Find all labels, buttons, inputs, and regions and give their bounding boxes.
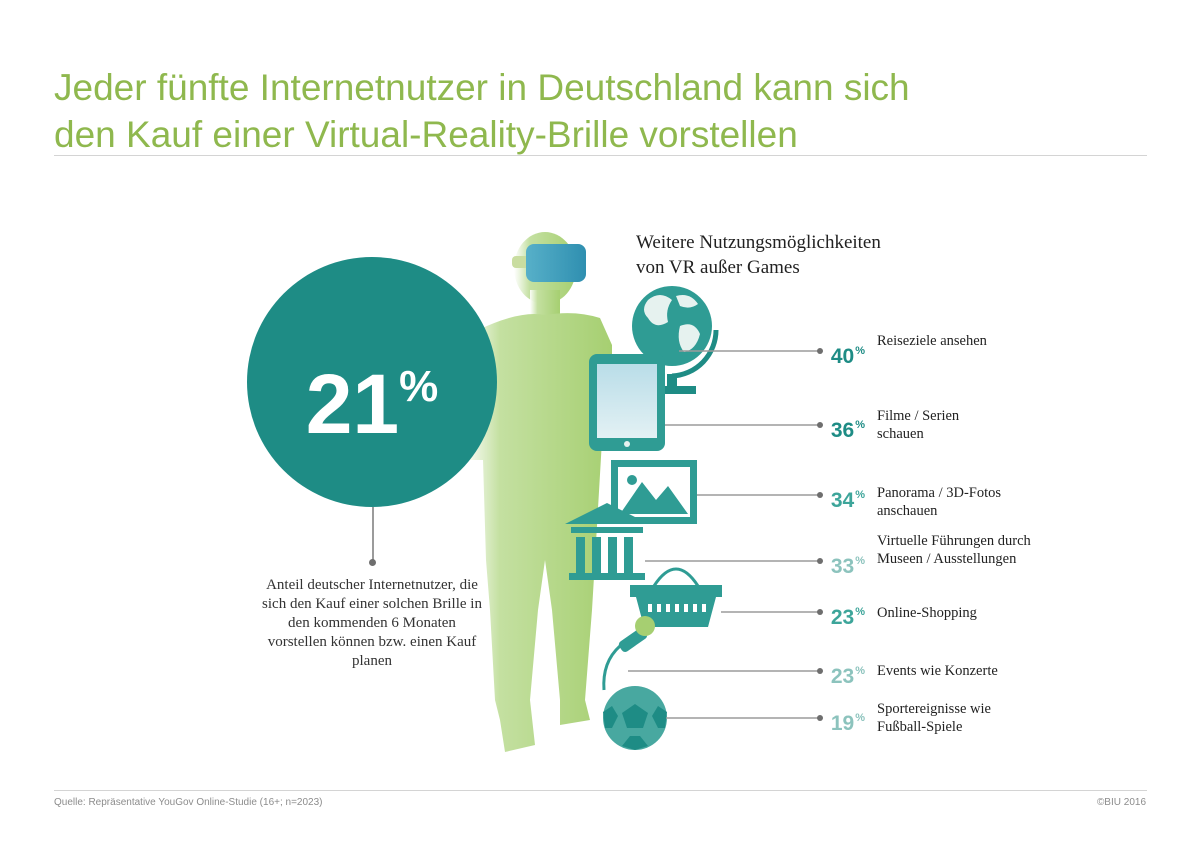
data-unit: % <box>855 489 865 501</box>
data-value: 33 <box>830 555 855 578</box>
football-icon <box>603 686 667 750</box>
data-value: 23 <box>830 606 855 629</box>
category-label: Reiseziele ansehen <box>877 333 987 349</box>
connector-dot <box>817 668 823 674</box>
data-value: 36 <box>830 419 855 442</box>
vr-person-figure <box>462 232 612 752</box>
connector-dot <box>817 492 823 498</box>
globe-icon <box>632 286 719 394</box>
data-label: 34% <box>790 483 865 513</box>
data-value: 23 <box>830 665 855 688</box>
data-value: 19 <box>830 712 855 735</box>
category-label: Sportereignisse wie Fußball-Spiele <box>877 701 991 735</box>
highlight-connector-dot <box>369 559 376 566</box>
connector-dot <box>817 715 823 721</box>
highlight-description: Anteil deutscher Internetnutzer, die sic… <box>262 577 482 669</box>
highlight-number: 21 <box>305 357 400 451</box>
highlight-value: 21% <box>247 345 497 446</box>
data-label: 19% <box>790 706 865 736</box>
highlight-circle: 21% <box>247 257 497 507</box>
data-label: 23% <box>790 600 865 630</box>
connector-dot <box>817 558 823 564</box>
connector-dot <box>817 609 823 615</box>
chart-title: Weitere Nutzungsmöglichkeiten von VR auß… <box>636 230 956 280</box>
copyright: ©BIU 2016 <box>1096 797 1146 808</box>
data-unit: % <box>855 606 865 618</box>
page-title: Jeder fünfte Internetnutzer in Deutschla… <box>54 64 1154 158</box>
data-unit: % <box>855 665 865 677</box>
connector-dot <box>817 422 823 428</box>
data-label: 23% <box>790 659 865 689</box>
source-note: Quelle: Repräsentative YouGov Online-Stu… <box>54 797 323 808</box>
microphone-icon <box>602 616 655 691</box>
vr-headset-icon <box>512 244 586 282</box>
connector-dot <box>817 348 823 354</box>
data-unit: % <box>855 419 865 431</box>
title-line-2: den Kauf einer Virtual-Reality-Brille vo… <box>54 114 798 155</box>
data-unit: % <box>855 345 865 357</box>
chart-title-line-1: Weitere Nutzungsmöglichkeiten <box>636 232 881 253</box>
category-label: Events wie Konzerte <box>877 663 998 679</box>
category-label: Virtuelle Führungen durch Museen / Ausst… <box>877 533 1031 567</box>
tablet-icon <box>589 354 665 451</box>
connector-lines <box>628 348 823 721</box>
museum-icon <box>565 503 649 580</box>
picture-icon <box>611 460 697 524</box>
highlight-connector <box>372 507 374 562</box>
data-label: 33% <box>790 549 865 579</box>
highlight-unit: % <box>399 362 439 411</box>
data-label: 40% <box>790 339 865 369</box>
data-label: 36% <box>790 413 865 443</box>
data-value: 40 <box>830 345 855 368</box>
category-label: Online-Shopping <box>877 605 977 621</box>
footer-divider <box>54 790 1147 791</box>
data-unit: % <box>855 555 865 567</box>
title-divider <box>54 155 1147 156</box>
title-line-1: Jeder fünfte Internetnutzer in Deutschla… <box>54 67 910 108</box>
data-unit: % <box>855 712 865 724</box>
category-label: Filme / Serien schauen <box>877 408 960 442</box>
category-label: Panorama / 3D-Fotos anschauen <box>877 485 1002 519</box>
chart-title-line-2: von VR außer Games <box>636 257 800 278</box>
data-value: 34 <box>830 489 855 512</box>
shopping-basket-icon <box>630 567 722 627</box>
